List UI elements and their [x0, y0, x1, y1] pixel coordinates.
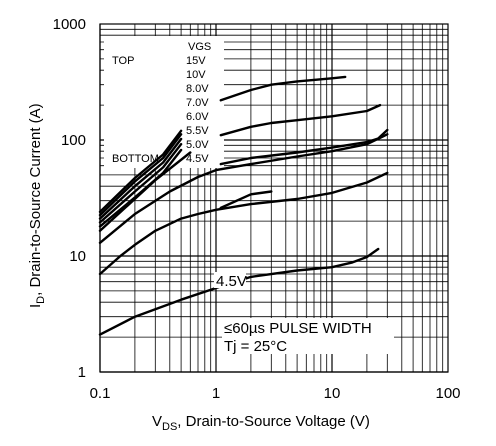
- curve-label-4-5v: 4.5V: [216, 273, 247, 290]
- series-line-4: [98, 143, 183, 224]
- legend-entry: 5.0V: [186, 139, 209, 151]
- series-line-12: [219, 103, 382, 137]
- legend-entry: 8.0V: [186, 83, 209, 95]
- series-line-13: [219, 128, 389, 166]
- pulse-width-note: ≤60µs PULSE WIDTH: [224, 320, 372, 337]
- series-line-9: [98, 247, 380, 336]
- series-line-7: [98, 133, 389, 244]
- y-axis-title: ID, Drain-to-Source Current (A): [27, 103, 47, 308]
- y-tick-label: 10: [69, 248, 86, 265]
- y-tick-label: 100: [61, 132, 86, 149]
- x-tick-label: 100: [435, 385, 460, 402]
- x-tick-label: 1: [212, 385, 220, 402]
- y-tick-label: 1000: [53, 16, 86, 33]
- legend-entry: 5.5V: [186, 125, 209, 137]
- legend-entry: 15V: [186, 55, 206, 67]
- y-tick-label: 1: [78, 364, 86, 381]
- series-line-11: [219, 75, 347, 102]
- series-line-6: [98, 151, 192, 232]
- legend-entry: 7.0V: [186, 97, 209, 109]
- annotations: 4.5V ≤60µs PULSE WIDTH Tj = 25°C: [214, 272, 394, 355]
- series-line-2: [98, 133, 183, 217]
- series-curves: [98, 75, 389, 336]
- x-tick-label: 10: [324, 385, 341, 402]
- x-axis-title: VDS, Drain-to-Source Voltage (V): [152, 413, 370, 433]
- series-line-10: [219, 190, 273, 210]
- legend-entry: 4.5V: [186, 153, 209, 165]
- series-line-1: [98, 129, 183, 214]
- legend-panel: [104, 36, 224, 168]
- x-tick-label: 0.1: [90, 385, 111, 402]
- legend-header: VGS: [188, 41, 211, 53]
- plot-border: [99, 23, 449, 373]
- legend-bottom-label: BOTTOM: [112, 153, 159, 165]
- series-line-8: [98, 171, 389, 276]
- series-line-3: [98, 137, 183, 220]
- legend-entry: 10V: [186, 69, 206, 81]
- legend: VGS TOP BOTTOM 15V 10V 8.0V 7.0V 6.0V 5.5V 5.0…: [112, 41, 211, 165]
- legend-entry: 6.0V: [186, 111, 209, 123]
- junction-temp-note: Tj = 25°C: [224, 338, 287, 355]
- legend-top-label: TOP: [112, 55, 134, 67]
